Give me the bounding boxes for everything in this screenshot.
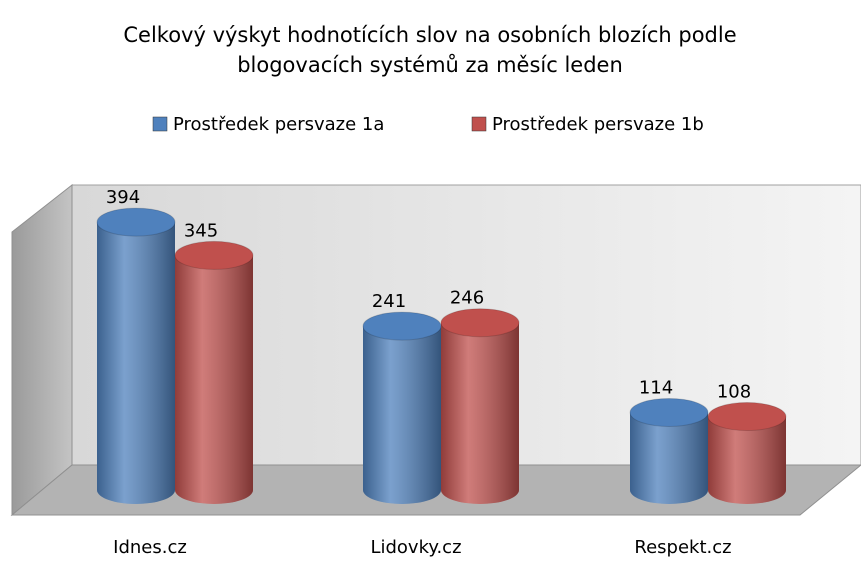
data-label: 345 <box>184 220 218 241</box>
data-label: 394 <box>106 187 140 208</box>
x-tick-label: Idnes.cz <box>113 537 187 558</box>
x-tick-label: Respekt.cz <box>634 537 731 558</box>
data-label: 114 <box>639 377 673 398</box>
bar-shade <box>630 412 708 504</box>
bar-shade <box>441 322 519 504</box>
chart-title-line2: blogovacích systémů za měsíc leden <box>237 53 623 77</box>
bar-shade <box>708 416 786 504</box>
data-label: 246 <box>450 288 484 309</box>
legend-swatch <box>152 116 168 132</box>
bar-shade <box>363 326 441 504</box>
data-label: 108 <box>717 382 751 403</box>
bar-top <box>174 240 254 270</box>
bar-top <box>440 308 520 338</box>
legend-label: Prostředek persvaze 1b <box>492 114 704 135</box>
bar-top <box>629 397 709 427</box>
legend-swatch <box>471 116 487 132</box>
data-label: 241 <box>372 291 406 312</box>
x-tick-label: Lidovky.cz <box>370 537 461 558</box>
bar-shade <box>175 255 253 504</box>
bar-top <box>362 311 442 341</box>
chart-title: Celkový výskyt hodnotících slov na osobn… <box>123 23 736 47</box>
bar-top <box>96 207 176 237</box>
legend-label: Prostředek persvaze 1a <box>173 114 384 135</box>
bar-top <box>707 402 787 432</box>
side-wall <box>11 183 73 517</box>
bar-shade <box>97 222 175 504</box>
